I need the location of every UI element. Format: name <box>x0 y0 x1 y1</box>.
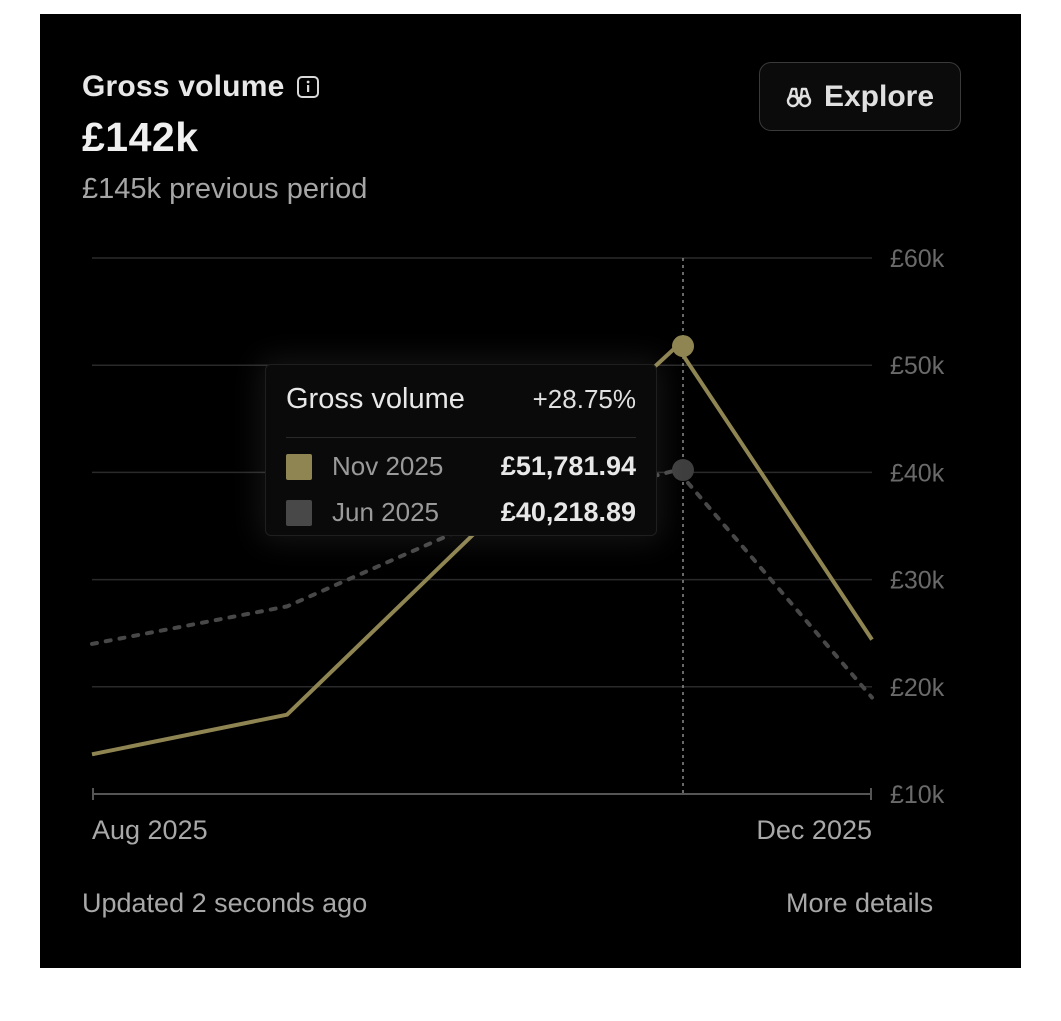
tooltip-row-current: Nov 2025 £51,781.94 <box>286 451 636 482</box>
tooltip-row-label: Nov 2025 <box>332 451 444 481</box>
current-series-swatch <box>286 453 312 480</box>
tooltip-change: +28.75% <box>532 384 636 414</box>
previous-highlight-point <box>672 459 694 482</box>
more-details-link[interactable]: More details <box>786 888 934 918</box>
tooltip-header: Gross volume +28.75% <box>286 383 636 416</box>
tooltip-title: Gross volume <box>286 383 465 415</box>
explore-button[interactable]: Explore <box>759 62 961 131</box>
y-tick-label: £10k <box>890 781 945 809</box>
y-tick-label: £40k <box>890 459 945 487</box>
gross-volume-card: Gross volume £142k £145k previous period… <box>40 14 1021 968</box>
card-title: Gross volume <box>82 70 285 103</box>
y-tick-label: £60k <box>890 245 945 273</box>
card-header: Gross volume £142k £145k previous period <box>82 70 367 206</box>
info-icon[interactable] <box>296 75 320 99</box>
title-row: Gross volume <box>82 70 367 104</box>
chart-tooltip: Gross volume +28.75% Nov 2025 £51,781.94… <box>265 364 657 536</box>
gross-volume-value: £142k <box>82 114 199 160</box>
previous-period-value: £145k previous period <box>82 173 368 205</box>
tooltip-row-previous: Jun 2025 £40,218.89 <box>286 497 636 528</box>
y-tick-label: £50k <box>890 352 945 380</box>
tooltip-row-value: £40,218.89 <box>500 497 636 527</box>
x-tick-label: Aug 2025 <box>92 815 208 845</box>
y-tick-label: £30k <box>890 567 945 595</box>
tooltip-row-label: Jun 2025 <box>332 497 439 527</box>
current-highlight-point <box>672 335 694 358</box>
y-tick-label: £20k <box>890 674 945 702</box>
explore-button-label: Explore <box>823 79 935 113</box>
tooltip-row-value: £51,781.94 <box>500 451 636 481</box>
x-tick-label: Dec 2025 <box>756 815 872 845</box>
binoculars-icon <box>786 84 812 110</box>
previous-series-swatch <box>286 499 312 526</box>
tooltip-divider <box>286 437 636 438</box>
updated-timestamp: Updated 2 seconds ago <box>82 888 368 918</box>
